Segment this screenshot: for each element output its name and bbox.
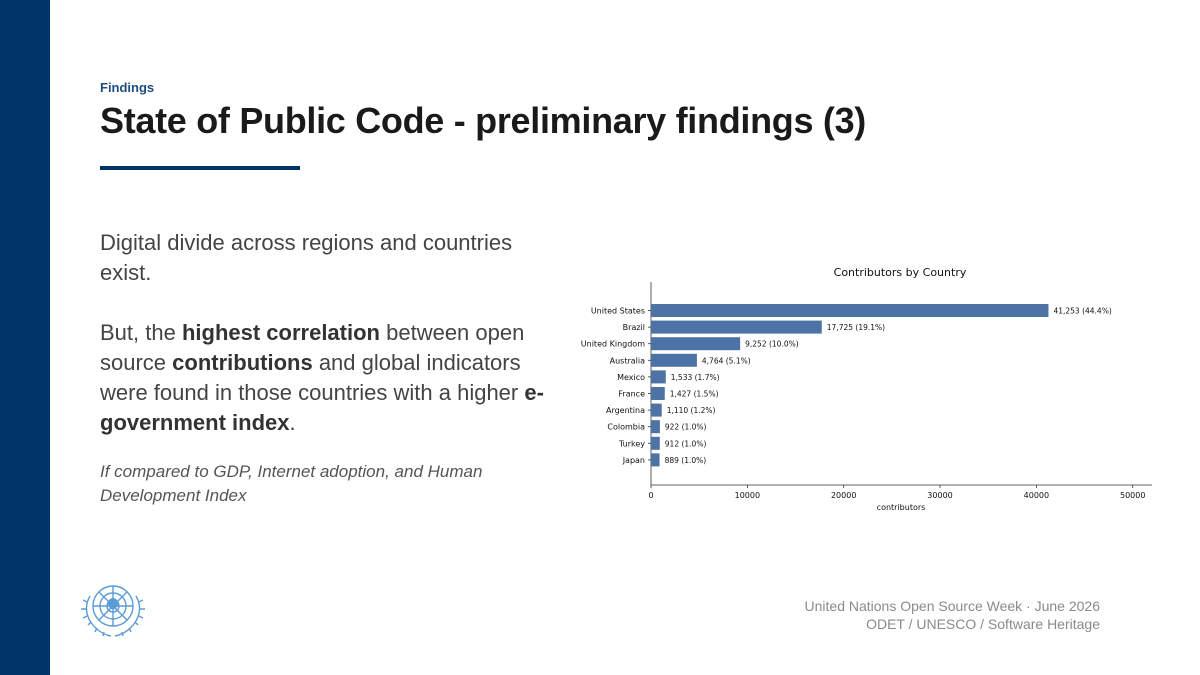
slide-title: State of Public Code - preliminary findi… — [100, 100, 866, 141]
bar-argentina — [651, 403, 662, 417]
data-label: 889 (1.0%) — [665, 456, 707, 465]
y-tick-label: Turkey — [618, 439, 645, 448]
x-tick-label: 20000 — [831, 491, 856, 500]
y-tick-label: Mexico — [617, 373, 645, 382]
bar-united-kingdom — [651, 337, 741, 351]
para2-text-2: between open source — [100, 320, 525, 375]
footer-organizers: ODET / UNESCO / Software Heritage — [866, 616, 1100, 632]
bar-united-states — [651, 304, 1049, 317]
data-label: 41,253 (44.4%) — [1053, 307, 1111, 316]
bar-mexico — [651, 370, 666, 384]
body-text: Digital divide across regions and countr… — [100, 228, 550, 438]
y-tick-label: France — [618, 390, 645, 399]
y-tick-label: Brazil — [623, 323, 645, 332]
contributors-by-country-chart: Contributors by Country United States 41,2… — [581, 266, 1152, 512]
data-label: 17,725 (19.1%) — [827, 323, 885, 332]
data-label: 922 (1.0%) — [665, 423, 707, 432]
para2-text-4: . — [289, 410, 296, 435]
y-tick-label: Japan — [622, 456, 645, 465]
data-label: 1,533 (1.7%) — [671, 373, 720, 382]
data-label: 1,427 (1.5%) — [670, 390, 719, 399]
footer: United Nations Open Source Week · June 2… — [805, 597, 1100, 633]
para2-bold-3: e-government index — [100, 380, 544, 435]
title-divider — [100, 166, 300, 170]
sidebar-band — [0, 0, 50, 675]
data-label: 9,252 (10.0%) — [745, 340, 799, 349]
paragraph-correlation: But, the highest correlation between ope… — [100, 318, 550, 438]
y-tick-label: Australia — [610, 356, 645, 365]
bar-turkey — [651, 436, 660, 450]
para2-bold-2: contributions — [172, 350, 313, 375]
data-label: 1,110 (1.2%) — [667, 406, 716, 415]
bar-japan — [651, 453, 660, 467]
para2-text-1: But, the — [100, 320, 182, 345]
x-tick-label: 0 — [648, 491, 653, 500]
footer-event: United Nations Open Source Week · June 2… — [804, 598, 1100, 614]
x-tick-label: 30000 — [927, 491, 952, 500]
y-tick-label: United States — [591, 307, 645, 316]
bar-australia — [651, 353, 697, 367]
section-label: Findings — [100, 80, 155, 95]
chart-title: Contributors by Country — [834, 266, 967, 279]
paragraph-digital-divide: Digital divide across regions and countr… — [100, 230, 513, 285]
x-tick-label: 40000 — [1024, 491, 1049, 500]
y-tick-label: Colombia — [607, 423, 645, 432]
para2-bold-1: highest correlation — [181, 320, 380, 345]
comparison-note: If compared to GDP, Internet adoption, a… — [100, 462, 483, 505]
para2-text-3: and global indicators were found in thos… — [100, 350, 525, 405]
x-axis-label: contributors — [877, 503, 926, 512]
bar-france — [651, 387, 665, 400]
bar-colombia — [651, 420, 660, 434]
y-tick-label: Argentina — [606, 406, 645, 415]
data-label: 912 (1.0%) — [665, 439, 707, 448]
x-tick-label: 10000 — [735, 491, 760, 500]
data-label: 4,764 (5.1%) — [702, 356, 751, 365]
x-tick-label: 50000 — [1120, 491, 1145, 500]
un-emblem-icon — [81, 585, 145, 637]
bar-brazil — [651, 320, 822, 334]
y-tick-label: United Kingdom — [581, 340, 645, 349]
